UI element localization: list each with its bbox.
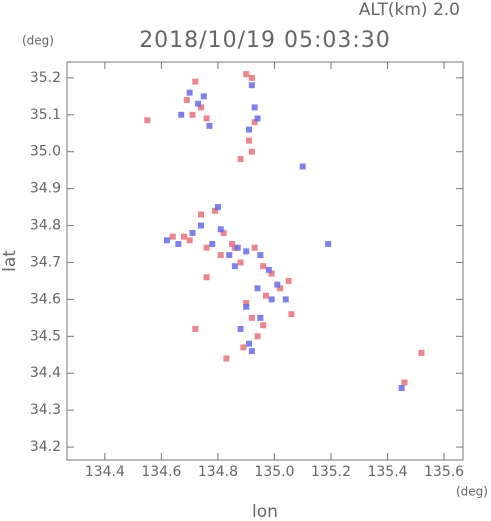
echo-point <box>246 137 253 144</box>
echo-point <box>169 233 176 240</box>
echo-point <box>248 348 255 355</box>
echo-point <box>277 285 284 292</box>
y-tick-label: 34.8 <box>30 218 61 234</box>
echo-point <box>262 292 269 299</box>
x-tick-label: 135.2 <box>311 464 351 480</box>
echo-point <box>251 244 258 251</box>
echo-point <box>268 296 275 303</box>
echo-point <box>248 82 255 89</box>
echo-point <box>240 344 247 351</box>
echo-point <box>231 263 238 270</box>
echo-point <box>223 355 230 362</box>
y-tick-label: 34.6 <box>30 291 61 307</box>
echo-point <box>243 300 250 307</box>
x-unit: (deg) <box>456 485 488 499</box>
echo-point <box>237 156 244 163</box>
echo-point <box>248 314 255 321</box>
echo-point <box>217 226 224 233</box>
echo-point <box>186 237 193 244</box>
echo-point <box>243 71 250 78</box>
echo-point <box>260 322 267 329</box>
echo-point <box>285 277 292 284</box>
echo-point <box>214 204 221 211</box>
echo-point <box>203 274 210 281</box>
y-tick-label: 34.7 <box>30 254 61 270</box>
echo-point <box>203 115 210 122</box>
echo-point <box>248 74 255 81</box>
echo-point <box>189 229 196 236</box>
echo-point <box>220 229 227 236</box>
y-tick-label: 34.4 <box>30 365 61 381</box>
y-unit: (deg) <box>22 34 54 48</box>
y-tick-label: 34.3 <box>30 402 61 418</box>
echo-point <box>282 296 289 303</box>
y-tick-label: 35.1 <box>30 107 61 123</box>
echo-point <box>325 241 332 248</box>
echo-point <box>186 89 193 96</box>
echo-point <box>217 252 224 259</box>
echo-point <box>200 93 207 100</box>
echo-point <box>234 244 241 251</box>
echo-point <box>175 241 182 248</box>
x-tick-label: 135.0 <box>254 464 294 480</box>
echo-point <box>243 303 250 310</box>
echo-point <box>237 325 244 332</box>
echo-point <box>164 237 171 244</box>
echo-point <box>257 314 264 321</box>
echo-point <box>254 285 261 292</box>
echo-point <box>260 263 267 270</box>
echo-point <box>237 259 244 266</box>
echo-point <box>181 233 188 240</box>
echo-point <box>257 252 264 259</box>
chart-title: 2018/10/19 05:03:30 <box>139 28 391 53</box>
echo-point <box>226 252 233 259</box>
echo-point <box>254 333 261 340</box>
y-tick-label: 34.5 <box>30 328 61 344</box>
echo-point <box>144 117 151 124</box>
x-axis-label: lon <box>252 502 278 521</box>
echo-point <box>265 266 272 273</box>
echo-point <box>212 207 219 214</box>
echo-point <box>197 104 204 111</box>
echo-point <box>398 385 405 392</box>
echo-point <box>197 211 204 218</box>
echo-point <box>251 104 258 111</box>
echo-point <box>254 115 261 122</box>
echo-point <box>203 244 210 251</box>
x-tick-label: 135.6 <box>424 464 464 480</box>
echo-point <box>183 97 190 104</box>
echo-point <box>268 270 275 277</box>
y-tick-label: 35.0 <box>30 144 61 160</box>
echo-point <box>192 325 199 332</box>
echo-point <box>418 349 425 356</box>
y-tick-label: 35.2 <box>30 70 61 86</box>
echo-point <box>206 122 213 129</box>
echo-point <box>401 379 408 386</box>
echo-point <box>243 248 250 255</box>
echo-point <box>246 126 253 133</box>
x-tick-label: 134.4 <box>85 464 125 480</box>
x-tick-label: 134.8 <box>198 464 238 480</box>
echo-point <box>178 111 185 118</box>
echo-point <box>299 163 306 170</box>
echo-point <box>189 111 196 118</box>
y-axis-label: lat <box>0 250 20 272</box>
echo-point <box>229 241 236 248</box>
echo-point <box>195 100 202 107</box>
subtitle: ALT(km) 2.0 <box>359 0 460 20</box>
echo-point <box>251 119 258 126</box>
echo-point <box>288 311 295 318</box>
x-tick-label: 134.6 <box>141 464 181 480</box>
echo-point <box>192 78 199 85</box>
echo-point <box>274 281 281 288</box>
echo-point <box>197 222 204 229</box>
plot-frame <box>66 61 464 461</box>
echo-point <box>246 340 253 347</box>
y-tick-label: 34.2 <box>30 439 61 455</box>
y-tick-label: 34.9 <box>30 181 61 197</box>
echo-point <box>209 241 216 248</box>
x-tick-label: 135.4 <box>367 464 407 480</box>
echo-point <box>248 148 255 155</box>
